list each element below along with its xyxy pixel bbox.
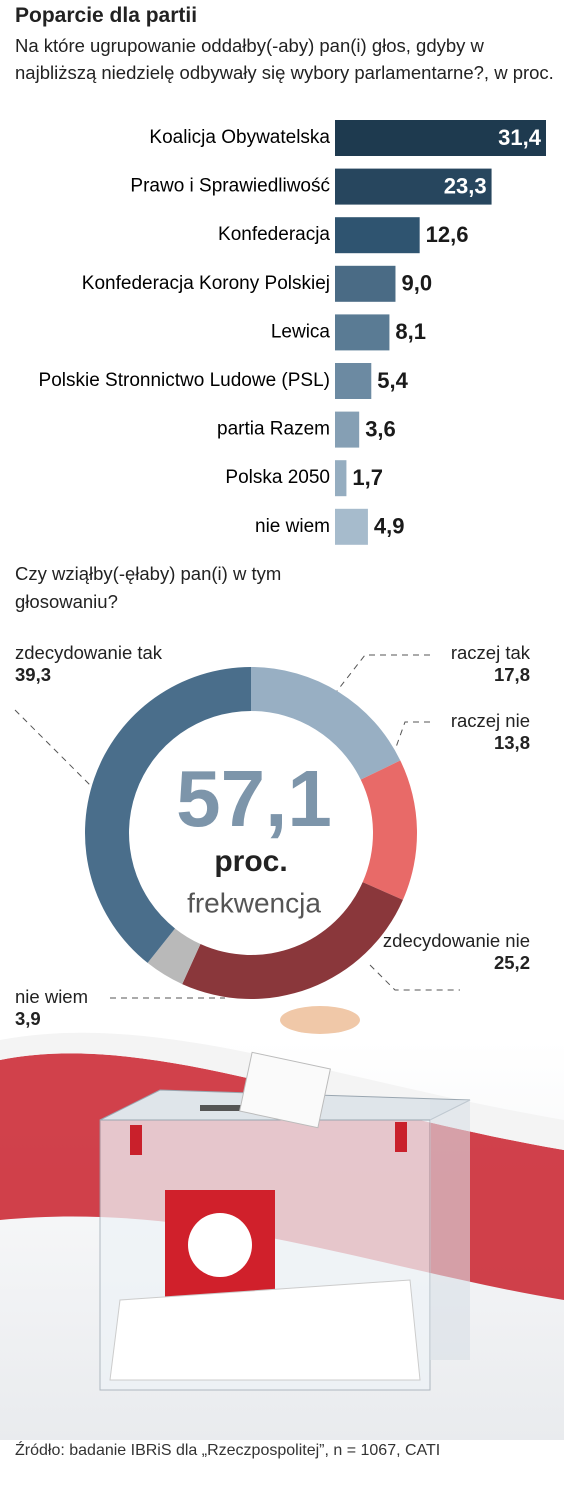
bar-label: partia Razem — [217, 419, 330, 440]
donut-slice — [182, 882, 403, 999]
value-label: 5,4 — [377, 368, 408, 393]
donut-slice — [84, 667, 251, 963]
bar — [335, 411, 360, 448]
bar-label: Konfederacja Korony Polskiej — [82, 273, 330, 294]
source: Źródło: badanie IBRiS dla „Rzeczpospolit… — [15, 1442, 441, 1459]
subtitle: Na które ugrupowanie oddałby(-aby) pan(i… — [15, 35, 554, 83]
center-caption: frekwencja — [187, 887, 321, 918]
value-label: 8,1 — [395, 319, 426, 344]
value-label: 25,2 — [493, 952, 530, 973]
leader-lines — [14, 654, 460, 999]
value-label: 4,9 — [374, 514, 405, 539]
donut-slice — [360, 760, 417, 900]
center-unit: proc. — [214, 845, 287, 878]
bar — [335, 168, 492, 205]
bar-label: nie wiem — [255, 516, 330, 537]
category: nie wiem — [15, 986, 88, 1007]
bar — [335, 217, 420, 254]
bar-label: Lewica — [271, 321, 331, 342]
value-label: 3,9 — [15, 1008, 41, 1029]
bar-label: Prawo i Sprawiedliwość — [130, 176, 330, 197]
bar — [335, 508, 368, 545]
pie-label: nie wiem 3,9 — [15, 986, 88, 1030]
category: raczej tak — [450, 642, 530, 663]
bar-label: Koalicja Obywatelska — [149, 127, 330, 148]
bar — [335, 363, 372, 399]
photo — [0, 1006, 564, 1440]
pie-label: zdecydowanie tak 39,3 — [15, 642, 162, 686]
pie-label: zdecydowanie nie 25,2 — [380, 930, 530, 974]
donut-slice — [147, 928, 201, 985]
value-label: 23,3 — [444, 173, 487, 198]
pie-title: Czy wziąłby(-ęłaby) pan(i) w tym głosowa… — [15, 563, 282, 612]
value-label: 31,4 — [498, 125, 542, 150]
value-label: 1,7 — [352, 465, 383, 490]
category: zdecydowanie tak — [15, 642, 163, 663]
bar-label: Polskie Stronnictwo Ludowe (PSL) — [39, 370, 330, 391]
pie-label: raczej nie 13,8 — [451, 710, 530, 754]
value-label: 3,6 — [365, 416, 396, 441]
bar-label: Polska 2050 — [225, 467, 330, 488]
value-label: 9,0 — [401, 271, 432, 296]
value-label: 39,3 — [15, 664, 52, 685]
bar-label: Konfederacja — [218, 224, 330, 245]
category: zdecydowanie nie — [382, 930, 530, 951]
center-value: 57,1 — [176, 754, 332, 843]
title: Poparcie dla partii — [15, 4, 198, 27]
bar — [335, 314, 390, 351]
bar — [335, 120, 546, 156]
value-label: 17,8 — [493, 664, 530, 685]
value-label: 12,6 — [426, 222, 469, 247]
bar — [335, 265, 396, 302]
pie-label: raczej tak 17,8 — [451, 642, 530, 686]
donut-slice — [251, 667, 401, 780]
value-label: 13,8 — [493, 732, 530, 753]
bar — [335, 460, 347, 497]
category: raczej nie — [450, 710, 530, 731]
